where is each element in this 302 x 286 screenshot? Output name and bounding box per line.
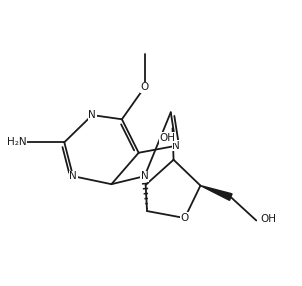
Text: H₂N: H₂N [7,137,27,147]
Polygon shape [201,186,232,200]
Text: OH: OH [261,214,276,224]
Text: O: O [140,82,149,92]
Text: O: O [181,213,189,223]
Text: N: N [69,171,77,181]
Text: OH: OH [159,132,175,142]
Text: N: N [141,171,149,181]
Text: N: N [172,141,180,151]
Text: N: N [88,110,96,120]
